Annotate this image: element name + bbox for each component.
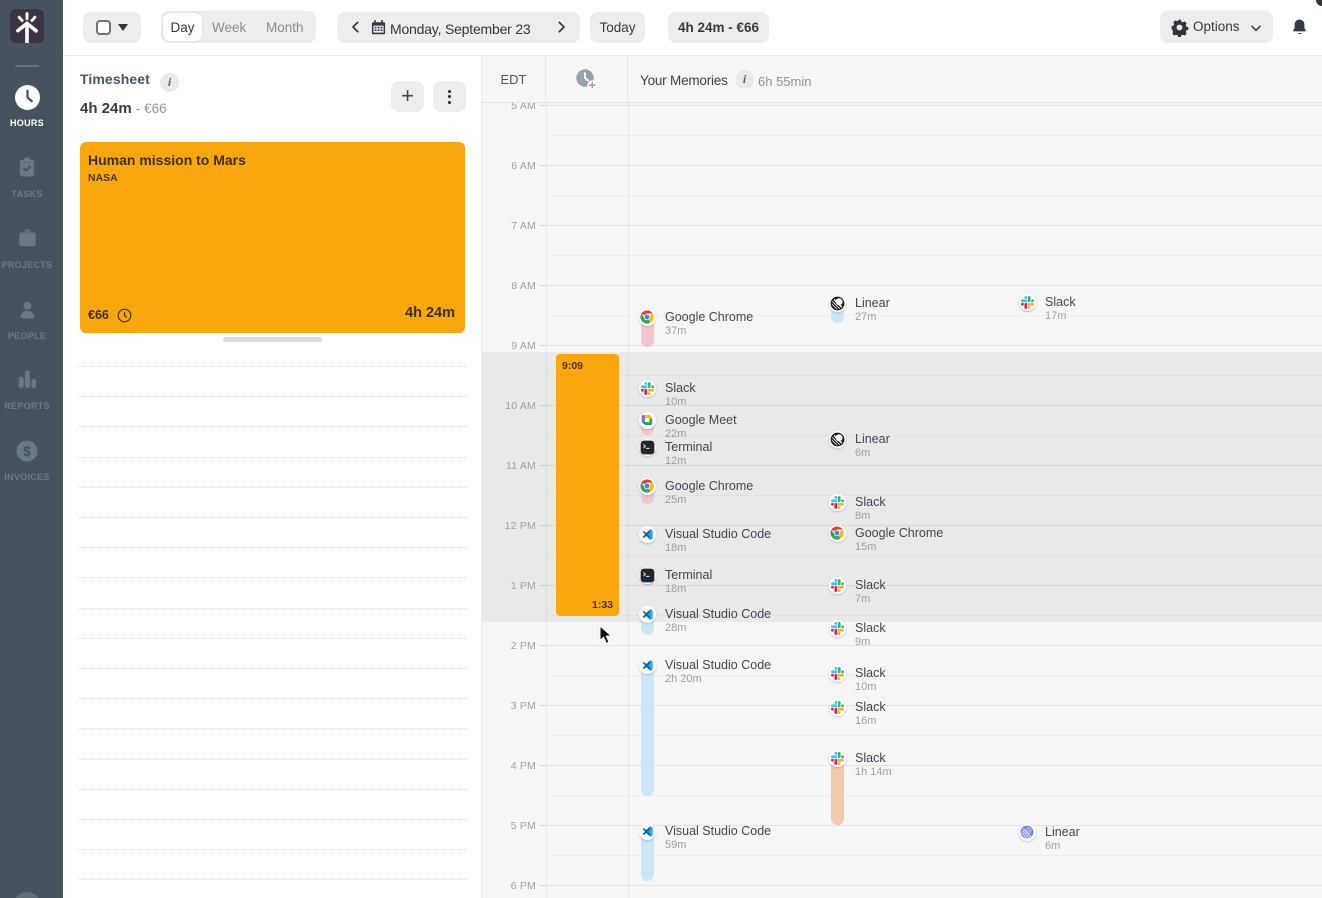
svg-text:$: $ — [23, 444, 31, 459]
